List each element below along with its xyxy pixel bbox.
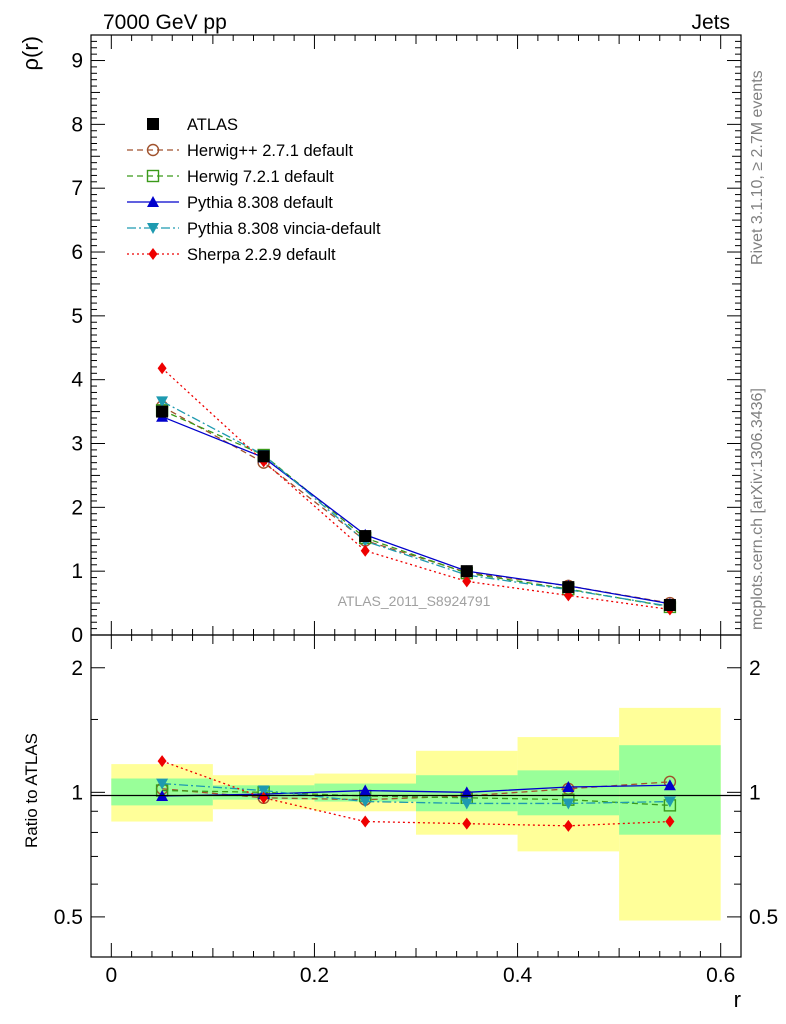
ratio-point-sherpa-2-2-9-default bbox=[157, 755, 167, 768]
ratio-series-pythia-8-308-vincia-default bbox=[156, 778, 676, 810]
ratio-point-pythia-8-308-default bbox=[663, 779, 676, 791]
main-point-atlas bbox=[562, 581, 575, 594]
ratio-point-sherpa-2-2-9-default bbox=[360, 815, 370, 828]
main-series-sherpa-2-2-9-default bbox=[157, 362, 675, 616]
ratio-point-sherpa-2-2-9-default bbox=[563, 819, 573, 832]
legend-entry-pythia-8-308-vincia-default: Pythia 8.308 vincia-default bbox=[127, 220, 381, 238]
legend-marker bbox=[147, 118, 159, 130]
legend-entry-sherpa-2-2-9-default: Sherpa 2.2.9 default bbox=[127, 246, 336, 264]
side-text-rivet: Rivet 3.1.10, ≥ 2.7M events bbox=[749, 70, 766, 265]
main-series-herwig-2-7-1-default bbox=[155, 400, 677, 610]
axis-labels: 7000 GeV pp Jets ρ(r) Ratio to ATLAS r A… bbox=[18, 11, 778, 1012]
main-series-pythia-8-308-vincia-default bbox=[156, 396, 676, 613]
side-text-mcplots: mcplots.cern.ch [arXiv:1306.3436] bbox=[749, 388, 766, 630]
x-tick-label: 0 bbox=[105, 964, 117, 987]
ratio-uncertainty-bands bbox=[111, 707, 721, 921]
legend-marker bbox=[147, 196, 159, 207]
legend-entry-pythia-8-308-default: Pythia 8.308 default bbox=[127, 194, 333, 212]
header-right: Jets bbox=[691, 11, 730, 34]
y-tick-label: 0 bbox=[71, 624, 83, 647]
ratio-point-pythia-8-308-default bbox=[562, 781, 575, 793]
ratio-series-pythia-8-308-default bbox=[156, 779, 676, 801]
ratio-line-sherpa-2-2-9-default bbox=[161, 760, 670, 827]
ratio-point-sherpa-2-2-9-default bbox=[665, 815, 675, 828]
ratio-y-tick-label-right: 1 bbox=[749, 781, 761, 804]
ratio-y-tick-label-left: 0.5 bbox=[54, 906, 83, 929]
ratio-y-tick-label-right: 0.5 bbox=[749, 906, 778, 929]
legend-marker bbox=[147, 223, 159, 234]
ratio-point-pythia-8-308-vincia-default bbox=[257, 785, 270, 797]
y-tick-label: 9 bbox=[71, 50, 83, 73]
main-point-atlas bbox=[156, 405, 169, 418]
main-series-pythia-8-308-default bbox=[156, 410, 676, 609]
ratio-point-pythia-8-308-vincia-default bbox=[562, 798, 575, 810]
legend-marker bbox=[148, 248, 158, 260]
legend-label: Pythia 8.308 vincia-default bbox=[187, 220, 381, 238]
ratio-point-sherpa-2-2-9-default bbox=[462, 817, 472, 830]
y-tick-label: 7 bbox=[71, 177, 83, 200]
legend-label: Herwig++ 2.7.1 default bbox=[187, 142, 353, 160]
y-tick-label: 3 bbox=[71, 433, 83, 456]
ratio-point-pythia-8-308-default bbox=[359, 784, 372, 796]
ratio-point-pythia-8-308-vincia-default bbox=[663, 796, 676, 808]
main-line-herwig-7-2-1-default bbox=[161, 409, 671, 608]
ratio-line-herwig-2-7-1-default bbox=[162, 781, 670, 801]
y-tick-label: 8 bbox=[71, 113, 83, 136]
series-lines bbox=[155, 362, 677, 832]
legend-entry-herwig-2-7-1-default: Herwig++ 2.7.1 default bbox=[127, 142, 353, 160]
main-point-atlas bbox=[257, 450, 270, 463]
ratio-y-tick-label-right: 2 bbox=[749, 657, 761, 680]
ratio-y-tick-label-left: 2 bbox=[71, 657, 83, 680]
y-tick-label: 5 bbox=[71, 305, 83, 328]
main-line-pythia-8-308-default bbox=[161, 416, 671, 605]
x-tick-label: 0.2 bbox=[300, 964, 329, 987]
watermark-analysis-id: ATLAS_2011_S8924791 bbox=[338, 593, 491, 609]
main-point-atlas bbox=[359, 530, 372, 543]
ratio-point-pythia-8-308-default bbox=[460, 786, 473, 798]
legend-label: Sherpa 2.2.9 default bbox=[187, 246, 336, 264]
main-point-sherpa-2-2-9-default bbox=[360, 544, 370, 557]
legend-label: ATLAS bbox=[187, 116, 238, 134]
y-axis-label-ratio: Ratio to ATLAS bbox=[22, 733, 41, 848]
x-axis-label: r bbox=[734, 987, 741, 1012]
legend-marker bbox=[146, 169, 160, 183]
main-point-sherpa-2-2-9-default bbox=[157, 362, 167, 375]
y-tick-label: 4 bbox=[71, 369, 83, 392]
ratio-line-pythia-8-308-default bbox=[162, 784, 670, 797]
ratio-series-sherpa-2-2-9-default bbox=[157, 755, 675, 832]
legend-entry-herwig-7-2-1-default: Herwig 7.2.1 default bbox=[127, 168, 334, 186]
legend-entry-atlas: ATLAS bbox=[147, 116, 238, 134]
y-axis-label-main: ρ(r) bbox=[18, 36, 43, 71]
ratio-point-pythia-8-308-vincia-default bbox=[156, 778, 169, 790]
main-point-atlas bbox=[663, 599, 676, 611]
legend-marker bbox=[146, 143, 160, 157]
y-tick-label: 2 bbox=[71, 496, 83, 519]
ratio-point-pythia-8-308-vincia-default bbox=[359, 796, 372, 808]
main-line-sherpa-2-2-9-default bbox=[161, 367, 670, 611]
ratio-point-sherpa-2-2-9-default bbox=[259, 791, 269, 804]
y-tick-label: 1 bbox=[71, 560, 83, 583]
main-line-pythia-8-308-vincia-default bbox=[161, 400, 671, 607]
main-series-herwig-7-2-1-default bbox=[155, 404, 677, 614]
legend-label: Pythia 8.308 default bbox=[187, 194, 333, 212]
header-left: 7000 GeV pp bbox=[103, 11, 227, 34]
legend: ATLAS Herwig++ 2.7.1 default Herwig 7.2.1 … bbox=[127, 116, 381, 264]
main-point-sherpa-2-2-9-default bbox=[462, 575, 472, 588]
x-tick-label: 0.4 bbox=[503, 964, 533, 987]
ratio-y-tick-label-left: 1 bbox=[71, 781, 83, 804]
main-point-pythia-8-308-vincia-default bbox=[156, 396, 169, 408]
y-tick-label: 6 bbox=[71, 241, 83, 264]
axis-ticks bbox=[91, 34, 741, 957]
main-point-atlas bbox=[460, 565, 473, 578]
panel-frames bbox=[90, 34, 742, 958]
main-line-herwig-2-7-1-default bbox=[161, 405, 671, 604]
legend-label: Herwig 7.2.1 default bbox=[187, 168, 334, 186]
main-series-atlas bbox=[156, 405, 676, 611]
ratio-point-pythia-8-308-vincia-default bbox=[460, 798, 473, 810]
x-tick-label: 0.6 bbox=[706, 964, 735, 987]
